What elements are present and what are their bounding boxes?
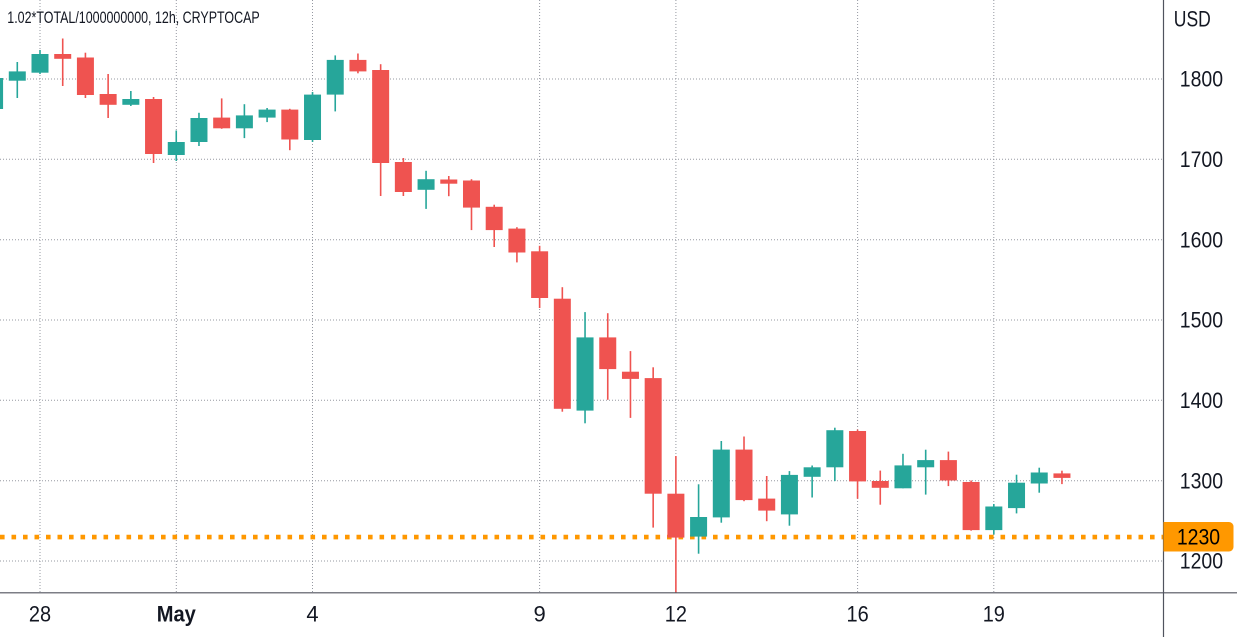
svg-text:16: 16 xyxy=(847,602,869,627)
svg-text:1300: 1300 xyxy=(1180,468,1223,493)
svg-text:19: 19 xyxy=(983,602,1005,627)
svg-text:1400: 1400 xyxy=(1180,388,1223,413)
svg-text:USD: USD xyxy=(1174,7,1211,32)
svg-text:1500: 1500 xyxy=(1180,308,1223,333)
svg-text:12: 12 xyxy=(665,602,687,627)
svg-text:9: 9 xyxy=(533,602,545,627)
svg-text:1600: 1600 xyxy=(1180,227,1223,252)
svg-text:1.02*TOTAL/1000000000, 12h, CR: 1.02*TOTAL/1000000000, 12h, CRYPTOCAP xyxy=(7,8,259,27)
svg-text:May: May xyxy=(157,602,197,627)
svg-text:1700: 1700 xyxy=(1180,147,1223,172)
svg-text:28: 28 xyxy=(29,602,51,627)
svg-text:4: 4 xyxy=(306,602,318,627)
svg-text:1200: 1200 xyxy=(1180,549,1223,574)
svg-text:1230: 1230 xyxy=(1177,524,1220,549)
svg-text:1800: 1800 xyxy=(1180,67,1223,92)
